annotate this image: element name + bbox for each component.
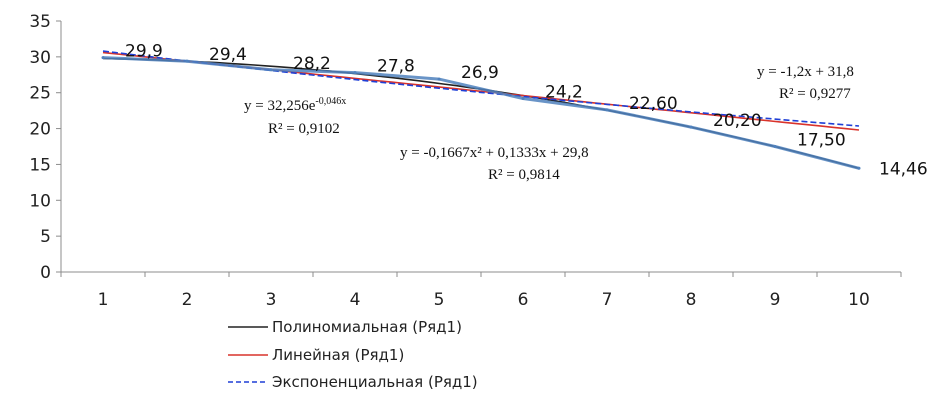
data-label: 14,46 bbox=[879, 159, 928, 179]
trendline-equations: y = 32,256e-0,046x R² = 0,9102 y = -0,16… bbox=[244, 64, 854, 183]
series-line bbox=[102, 56, 860, 170]
y-tick-label: 30 bbox=[29, 48, 51, 68]
y-tick-label: 20 bbox=[29, 120, 51, 140]
linear-r2: R² = 0,9277 bbox=[779, 86, 851, 102]
x-tick-label: 7 bbox=[602, 290, 613, 310]
data-label: 28,2 bbox=[293, 54, 331, 74]
data-point bbox=[857, 166, 861, 170]
x-tick-label: 4 bbox=[350, 290, 361, 310]
axes: 0 5 10 15 20 25 30 35 1 2 3 4 5 6 7 8 9 10 bbox=[29, 12, 902, 310]
data-label: 29,4 bbox=[209, 45, 247, 65]
legend-item-exponential: Экспоненциальная (Ряд1) bbox=[228, 373, 478, 391]
x-tick-label: 9 bbox=[770, 290, 781, 310]
x-tick-label: 8 bbox=[686, 290, 697, 310]
legend-label-exponential: Экспоненциальная (Ряд1) bbox=[272, 373, 478, 391]
legend-item-polynomial: Полиномиальная (Ряд1) bbox=[228, 318, 462, 336]
polynomial-equation: y = -0,1667x² + 0,1333x + 29,8 bbox=[400, 145, 589, 161]
data-point bbox=[521, 96, 525, 100]
legend-label-polynomial: Полиномиальная (Ряд1) bbox=[272, 318, 462, 336]
x-tick-label: 3 bbox=[266, 290, 277, 310]
data-label: 27,8 bbox=[377, 57, 415, 77]
data-label: 29,9 bbox=[125, 42, 163, 62]
data-point bbox=[353, 71, 357, 75]
data-point bbox=[689, 125, 693, 129]
exponential-r2: R² = 0,9102 bbox=[268, 121, 340, 137]
x-tick-label: 10 bbox=[848, 290, 870, 310]
data-point bbox=[101, 56, 105, 60]
y-tick-label: 35 bbox=[29, 12, 51, 32]
data-point bbox=[437, 77, 441, 81]
data-label: 24,2 bbox=[545, 82, 583, 102]
data-point bbox=[773, 145, 777, 148]
exponential-equation: y = 32,256e-0,046x bbox=[244, 96, 346, 114]
series bbox=[101, 56, 861, 170]
legend-label-linear: Линейная (Ряд1) bbox=[272, 346, 404, 364]
x-tick-label: 5 bbox=[434, 290, 445, 310]
y-tick-label: 25 bbox=[29, 84, 51, 104]
data-point bbox=[605, 108, 609, 112]
data-label: 20,20 bbox=[713, 111, 762, 131]
data-label: 22,60 bbox=[629, 94, 678, 114]
y-tick-label: 15 bbox=[29, 155, 51, 175]
y-tick-label: 0 bbox=[40, 263, 51, 283]
legend-item-linear: Линейная (Ряд1) bbox=[228, 346, 404, 364]
x-tick-label: 6 bbox=[518, 290, 529, 310]
y-tick-label: 5 bbox=[40, 227, 51, 247]
data-point bbox=[269, 68, 273, 72]
data-label: 26,9 bbox=[461, 63, 499, 83]
data-point bbox=[185, 59, 189, 63]
x-tick-label: 1 bbox=[98, 290, 109, 310]
polynomial-r2: R² = 0,9814 bbox=[488, 167, 560, 183]
linear-equation: y = -1,2x + 31,8 bbox=[757, 64, 854, 80]
y-tick-label: 10 bbox=[29, 191, 51, 211]
legend: Полиномиальная (Ряд1) Линейная (Ряд1) Эк… bbox=[228, 318, 478, 391]
data-labels: 29,9 29,4 28,2 27,8 26,9 24,2 22,60 20,20 17,50 1… bbox=[125, 42, 928, 180]
data-label: 17,50 bbox=[797, 131, 846, 151]
x-tick-label: 2 bbox=[182, 290, 193, 310]
